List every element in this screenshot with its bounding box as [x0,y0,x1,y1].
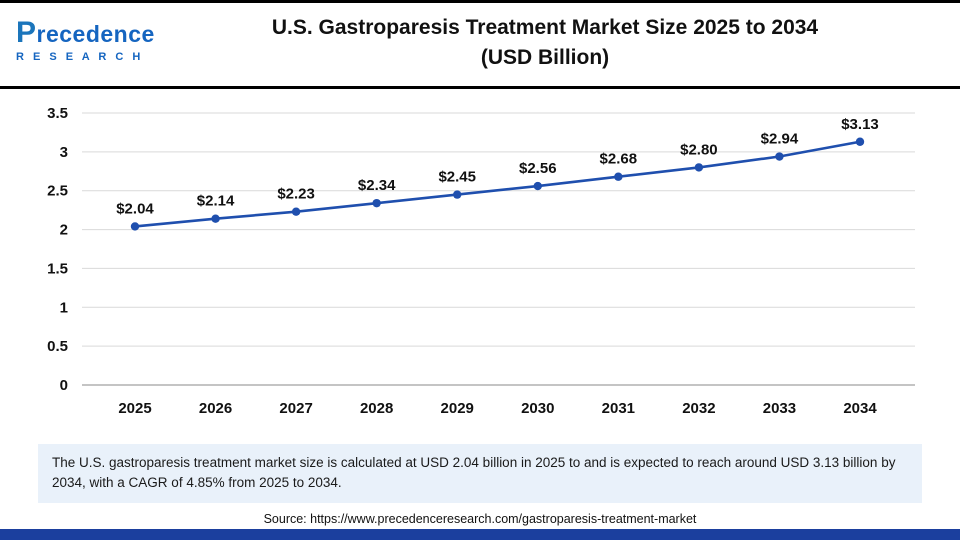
chart-area: 0 0.5 1 1.5 2 2.5 3 3.5 2025 2026 2027 2028 2029 2030… [10,97,950,442]
x-axis-tick-label: 2034 [843,400,877,417]
data-point-marker [291,207,301,216]
logo-subtitle: R E S E A R C H [16,50,144,63]
logo-wordmark: Precedence [16,17,155,49]
x-axis-tick-label: 2032 [682,400,715,417]
y-axis-tick-label: 2.5 [47,183,68,200]
bottom-accent-bar [0,529,960,540]
x-axis-tick-label: 2026 [199,400,232,417]
y-axis-tick-label: 3.5 [47,105,68,122]
data-point-marker [775,152,784,161]
data-point-marker [855,137,865,146]
y-axis-tick-label: 3 [60,144,68,161]
header: Precedence R E S E A R C H U.S. Gastropa… [0,3,960,89]
precedence-research-logo: Precedence R E S E A R C H [16,17,155,63]
data-point-marker [211,214,220,223]
x-axis-tick-label: 2030 [521,400,554,417]
chart-title-line1: U.S. Gastroparesis Treatment Market Size… [271,16,819,39]
x-axis-tick-label: 2027 [279,400,312,417]
data-point-marker [372,198,381,208]
data-point-marker [130,222,140,231]
data-point-label: $3.13 [841,116,879,133]
x-axis-tick-label: 2028 [360,400,393,417]
y-axis-tick-label: 0.5 [47,338,68,355]
data-point-marker [614,172,623,181]
data-point-label: $2.45 [438,169,476,186]
series-line [133,140,862,228]
data-point-label: $2.34 [358,177,396,194]
summary-note: The U.S. gastroparesis treatment market … [38,444,922,503]
data-point-label: $2.80 [680,141,718,158]
y-axis-tick-label: 1.5 [47,260,68,277]
chart-title-line2: (USD Billion) [480,46,610,70]
line-chart-svg: 0 0.5 1 1.5 2 2.5 3 3.5 2025 2026 2027 2028 2029 2030… [47,105,915,417]
y-axis-tick-label: 1 [60,299,68,316]
x-axis-tick-label: 2025 [118,400,151,417]
data-point-label: $2.56 [519,160,557,177]
x-axis-tick-label: 2031 [602,400,635,417]
data-point-marker [453,190,462,199]
source-text: Source: https://www.precedenceresearch.c… [263,511,697,526]
data-point-marker [533,181,542,191]
x-axis-tick-label: 2029 [441,400,474,417]
data-point-marker [694,163,704,172]
data-point-label: $2.68 [600,151,638,168]
y-axis-tick-label: 2 [60,222,68,239]
data-point-label: $2.04 [116,200,154,217]
data-point-label: $2.14 [197,193,235,210]
data-point-label: $2.23 [277,186,315,203]
x-axis-tick-label: 2033 [763,400,796,417]
data-point-label: $2.94 [761,131,799,148]
chart-title: U.S. Gastroparesis Treatment Market Size… [170,13,920,74]
logo-wordmark-rest: recedence [36,21,155,47]
logo-letter-p: P [16,16,37,49]
y-axis-tick-label: 0 [60,377,68,394]
